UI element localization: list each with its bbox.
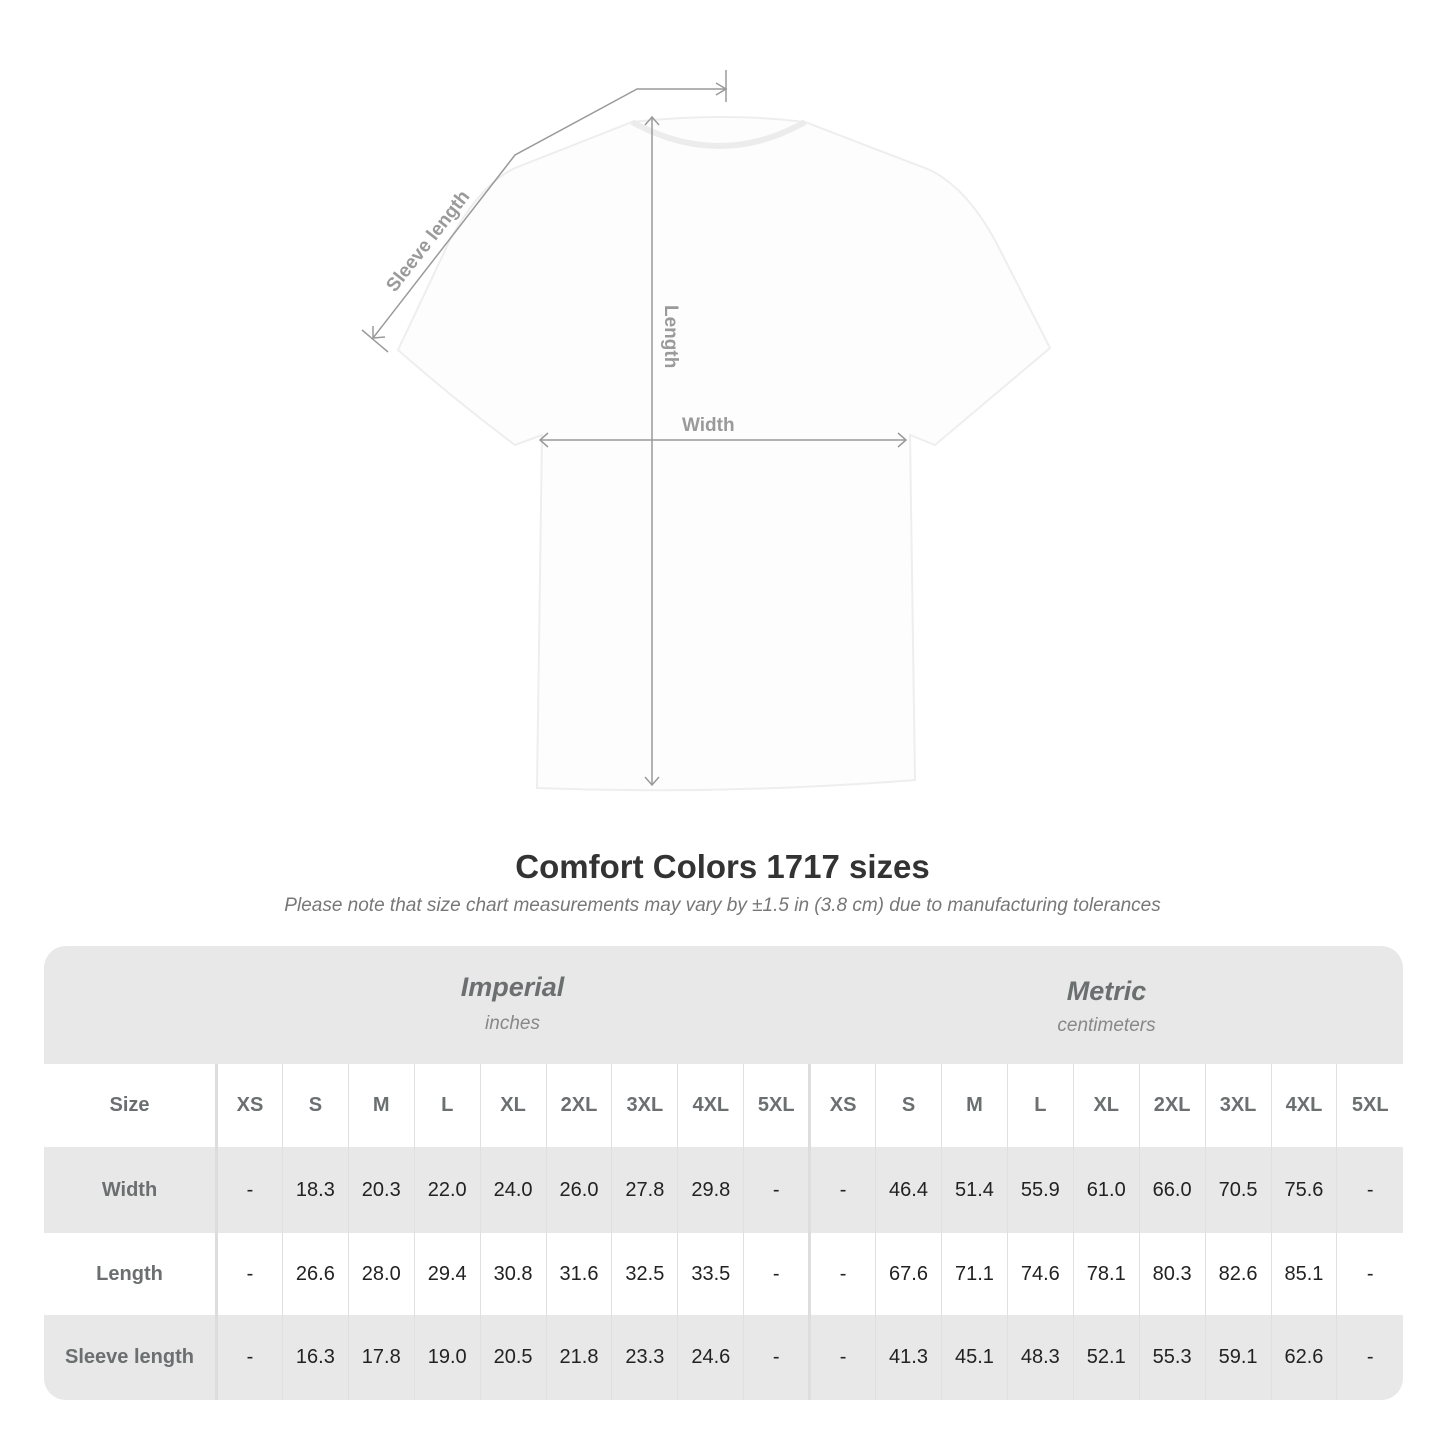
imperial-value: 29.8 — [677, 1147, 744, 1233]
imperial-value: 31.6 — [545, 1233, 612, 1315]
imperial-value: - — [743, 1315, 810, 1400]
metric-value: 51.4 — [940, 1147, 1008, 1233]
metric-value: - — [1336, 1233, 1403, 1315]
metric-value: 45.1 — [940, 1315, 1008, 1400]
imperial-value: 26.0 — [545, 1147, 612, 1233]
imperial-value: 18.3 — [281, 1147, 349, 1233]
chart-title: Comfort Colors 1717 sizes — [515, 848, 930, 885]
metric-size-S: S — [875, 1064, 942, 1147]
metric-value: 71.1 — [940, 1233, 1008, 1315]
imperial-size-3XL: 3XL — [611, 1064, 678, 1147]
metric-value: 55.3 — [1138, 1315, 1206, 1400]
metric-value: 48.3 — [1006, 1315, 1074, 1400]
imperial-value: 16.3 — [281, 1315, 349, 1400]
imperial-size-4XL: 4XL — [677, 1064, 744, 1147]
metric-value: 78.1 — [1072, 1233, 1140, 1315]
imperial-value: 33.5 — [677, 1233, 744, 1315]
chart-subtitle: Please note that size chart measurements… — [284, 895, 1161, 916]
imperial-title: Imperial — [460, 972, 565, 1002]
metric-value: 82.6 — [1204, 1233, 1271, 1315]
tshirt-diagram: Sleeve length Length Width — [361, 70, 1052, 792]
imperial-value: 17.8 — [347, 1315, 415, 1400]
metric-value: - — [808, 1315, 876, 1400]
length-label: Length — [660, 305, 681, 368]
metric-size-4XL: 4XL — [1270, 1064, 1337, 1147]
table-row: Sleeve length -16.3 17.8 19.0 20.5 21.8 23.3 24… — [44, 1315, 1403, 1400]
imperial-unit: inches — [485, 1013, 540, 1034]
imperial-size-2XL: 2XL — [545, 1064, 612, 1147]
metric-value: 46.4 — [875, 1147, 942, 1233]
imperial-value: 26.6 — [281, 1233, 349, 1315]
imperial-size-L: L — [413, 1064, 481, 1147]
metric-value: 67.6 — [875, 1233, 942, 1315]
width-label: Width — [682, 415, 735, 436]
table-row: Length -26.6 28.0 29.4 30.8 31.6 32.5 33.5- -67.… — [44, 1233, 1403, 1315]
imperial-value: 19.0 — [413, 1315, 481, 1400]
metric-value: 52.1 — [1072, 1315, 1140, 1400]
imperial-value: 23.3 — [611, 1315, 678, 1400]
tshirt-collar — [630, 119, 807, 149]
imperial-size-5XL: 5XL — [743, 1064, 810, 1147]
metric-size-2XL: 2XL — [1138, 1064, 1206, 1147]
size-header-row: Size XS S M L XL 2XL 3XL 4XL 5XL XS S M L XL 2XL 3XL 4XL 5… — [44, 1064, 1403, 1147]
imperial-value: 22.0 — [413, 1147, 481, 1233]
imperial-value: 20.5 — [479, 1315, 547, 1400]
size-header-label: Size — [44, 1064, 218, 1147]
imperial-value: - — [216, 1233, 283, 1315]
imperial-value: 28.0 — [347, 1233, 415, 1315]
imperial-value: - — [216, 1147, 283, 1233]
imperial-value: 20.3 — [347, 1147, 415, 1233]
metric-value: 41.3 — [875, 1315, 942, 1400]
imperial-header: Imperial inches — [215, 946, 810, 1064]
imperial-size-XL: XL — [479, 1064, 547, 1147]
row-label: Sleeve length — [44, 1315, 218, 1400]
metric-value: 66.0 — [1138, 1147, 1206, 1233]
metric-size-M: M — [940, 1064, 1008, 1147]
imperial-value: 32.5 — [611, 1233, 678, 1315]
imperial-value: - — [216, 1315, 283, 1400]
metric-size-XL: XL — [1072, 1064, 1140, 1147]
sleeve-length-line — [372, 88, 726, 339]
metric-value: - — [808, 1147, 876, 1233]
metric-value: 85.1 — [1270, 1233, 1337, 1315]
metric-value: - — [808, 1233, 876, 1315]
size-grid: Size XS S M L XL 2XL 3XL 4XL 5XL XS S M L XL 2XL 3XL 4XL 5… — [44, 1064, 1403, 1400]
metric-value: 74.6 — [1006, 1233, 1074, 1315]
imperial-size-M: M — [347, 1064, 415, 1147]
row-label: Length — [44, 1233, 218, 1315]
metric-header: Metric centimeters — [810, 946, 1403, 1064]
metric-size-5XL: 5XL — [1336, 1064, 1403, 1147]
metric-size-XS: XS — [808, 1064, 876, 1147]
metric-unit: centimeters — [1057, 1015, 1156, 1036]
metric-value: - — [1336, 1315, 1403, 1400]
imperial-size-S: S — [281, 1064, 349, 1147]
imperial-value: 29.4 — [413, 1233, 481, 1315]
metric-value: 55.9 — [1006, 1147, 1074, 1233]
imperial-value: 21.8 — [545, 1315, 612, 1400]
tshirt-shape — [396, 116, 1052, 792]
row-label: Width — [44, 1147, 218, 1233]
metric-size-3XL: 3XL — [1204, 1064, 1271, 1147]
imperial-value: 24.0 — [479, 1147, 547, 1233]
metric-title: Metric — [1066, 976, 1147, 1006]
imperial-value: 27.8 — [611, 1147, 678, 1233]
imperial-size-XS: XS — [216, 1064, 283, 1147]
metric-value: 75.6 — [1270, 1147, 1337, 1233]
metric-size-L: L — [1006, 1064, 1074, 1147]
metric-value: 62.6 — [1270, 1315, 1337, 1400]
size-table: Imperial inches Metric centimeters Size X… — [44, 946, 1403, 1400]
metric-value: 59.1 — [1204, 1315, 1271, 1400]
imperial-value: - — [743, 1147, 810, 1233]
imperial-value: 24.6 — [677, 1315, 744, 1400]
imperial-value: - — [743, 1233, 810, 1315]
metric-value: 80.3 — [1138, 1233, 1206, 1315]
metric-value: 70.5 — [1204, 1147, 1271, 1233]
imperial-value: 30.8 — [479, 1233, 547, 1315]
table-row: Width -18.3 20.3 22.0 24.0 26.0 27.8 29.8- -46.4… — [44, 1147, 1403, 1233]
metric-value: - — [1336, 1147, 1403, 1233]
metric-value: 61.0 — [1072, 1147, 1140, 1233]
